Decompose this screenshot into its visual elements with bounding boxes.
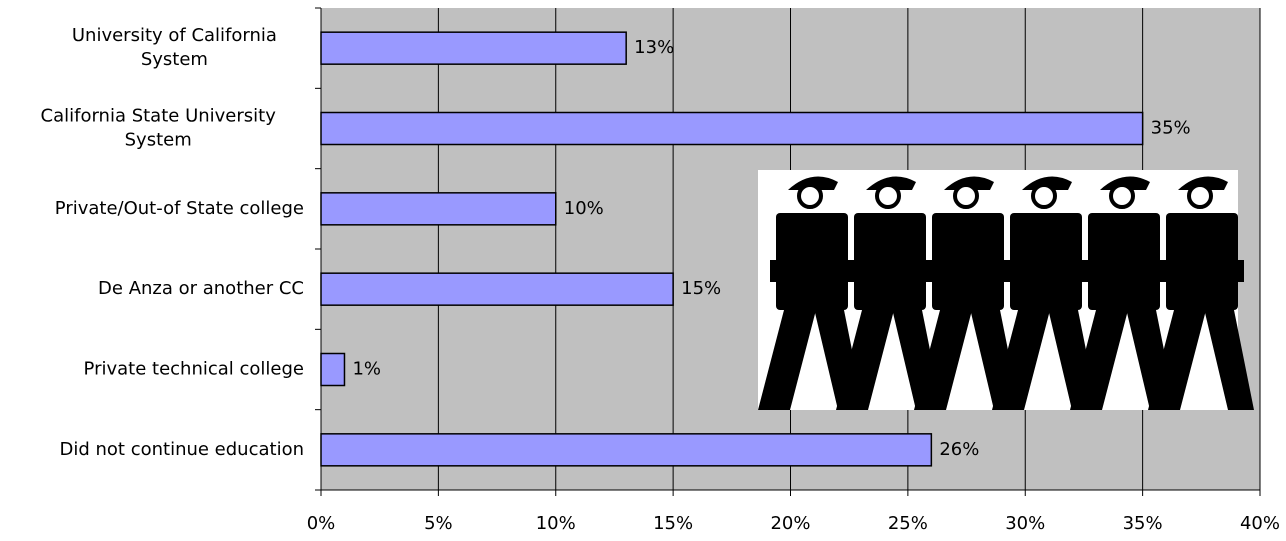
value-label: 35% [1151, 118, 1191, 139]
value-label: 15% [681, 278, 721, 299]
bars [320, 31, 1144, 467]
x-tick-label: 40% [1240, 513, 1280, 534]
x-tick-label: 25% [888, 513, 928, 534]
x-tick-label: 0% [307, 513, 336, 534]
y-tick-label: Private technical college [84, 359, 304, 380]
y-tick-label: De Anza or another CC [98, 278, 304, 299]
bar [320, 31, 627, 65]
y-tick-label: Did not continue education [59, 439, 304, 460]
y-tick-label: University of California System [72, 25, 277, 70]
walking-figures-image [758, 170, 1254, 410]
value-label: 26% [939, 439, 979, 460]
x-tick-label: 10% [536, 513, 576, 534]
x-tick-label: 15% [653, 513, 693, 534]
x-tick-label: 5% [424, 513, 453, 534]
bar [320, 192, 557, 226]
value-label: 1% [352, 359, 381, 380]
y-tick-label: Private/Out-of State college [55, 198, 304, 219]
bar [320, 352, 346, 387]
bar [320, 433, 933, 467]
bar [320, 272, 674, 306]
x-tick-label: 30% [1005, 513, 1045, 534]
y-tick-label: California State University System [41, 106, 277, 151]
value-label: 10% [564, 198, 604, 219]
x-tick-label: 35% [1123, 513, 1163, 534]
value-label: 13% [634, 37, 674, 58]
x-tick-label: 20% [770, 513, 810, 534]
bar [320, 111, 1144, 146]
